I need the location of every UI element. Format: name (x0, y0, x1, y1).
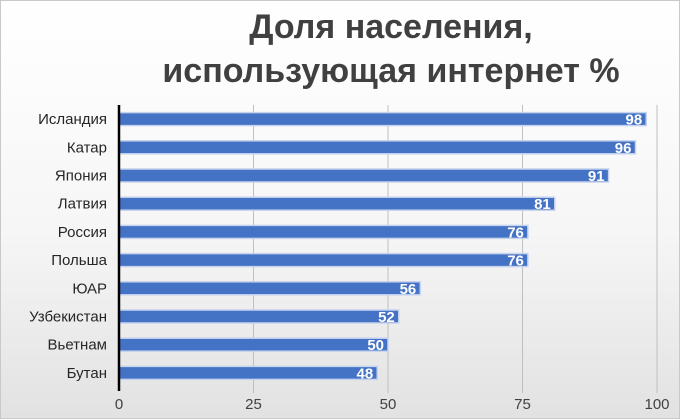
bar (118, 224, 529, 240)
bar (118, 168, 610, 183)
data-label: 50 (367, 337, 384, 354)
bar (118, 365, 378, 381)
data-label: 48 (357, 365, 374, 382)
bar (118, 252, 529, 268)
x-tick-label: 50 (380, 396, 397, 413)
category-label: Польша (51, 252, 107, 269)
bar (118, 111, 647, 127)
category-label: Вьетнам (48, 337, 107, 354)
category-label: Япония (55, 168, 107, 185)
data-label: 98 (626, 112, 643, 129)
data-label: 56 (400, 281, 417, 298)
bar (118, 337, 389, 352)
category-label: Россия (58, 224, 107, 241)
category-label: Узбекистан (29, 309, 107, 326)
category-label: Бутан (67, 365, 107, 382)
data-label: 81 (534, 196, 551, 213)
category-label: ЮАР (72, 280, 107, 297)
data-label: 76 (507, 224, 524, 241)
data-label: 52 (378, 309, 395, 326)
category-label: Исландия (38, 111, 107, 128)
bar (118, 281, 422, 296)
data-label: 91 (588, 168, 605, 185)
bar (118, 309, 400, 324)
data-label: 76 (507, 253, 524, 270)
x-tick-label: 75 (514, 396, 531, 413)
x-tick-label: 0 (115, 396, 123, 413)
chart-title-line-1: Доля населения, (249, 8, 533, 46)
category-label: Катар (67, 139, 107, 156)
chart-title: Доля населения, использующая интернет % (121, 5, 661, 93)
x-tick-label: 100 (644, 396, 669, 413)
data-label: 96 (615, 140, 632, 157)
bar (118, 140, 637, 155)
bar (118, 196, 556, 211)
category-label: Латвия (58, 196, 107, 213)
chart-title-line-2: использующая интернет % (162, 52, 620, 90)
x-tick-label: 25 (245, 396, 262, 413)
